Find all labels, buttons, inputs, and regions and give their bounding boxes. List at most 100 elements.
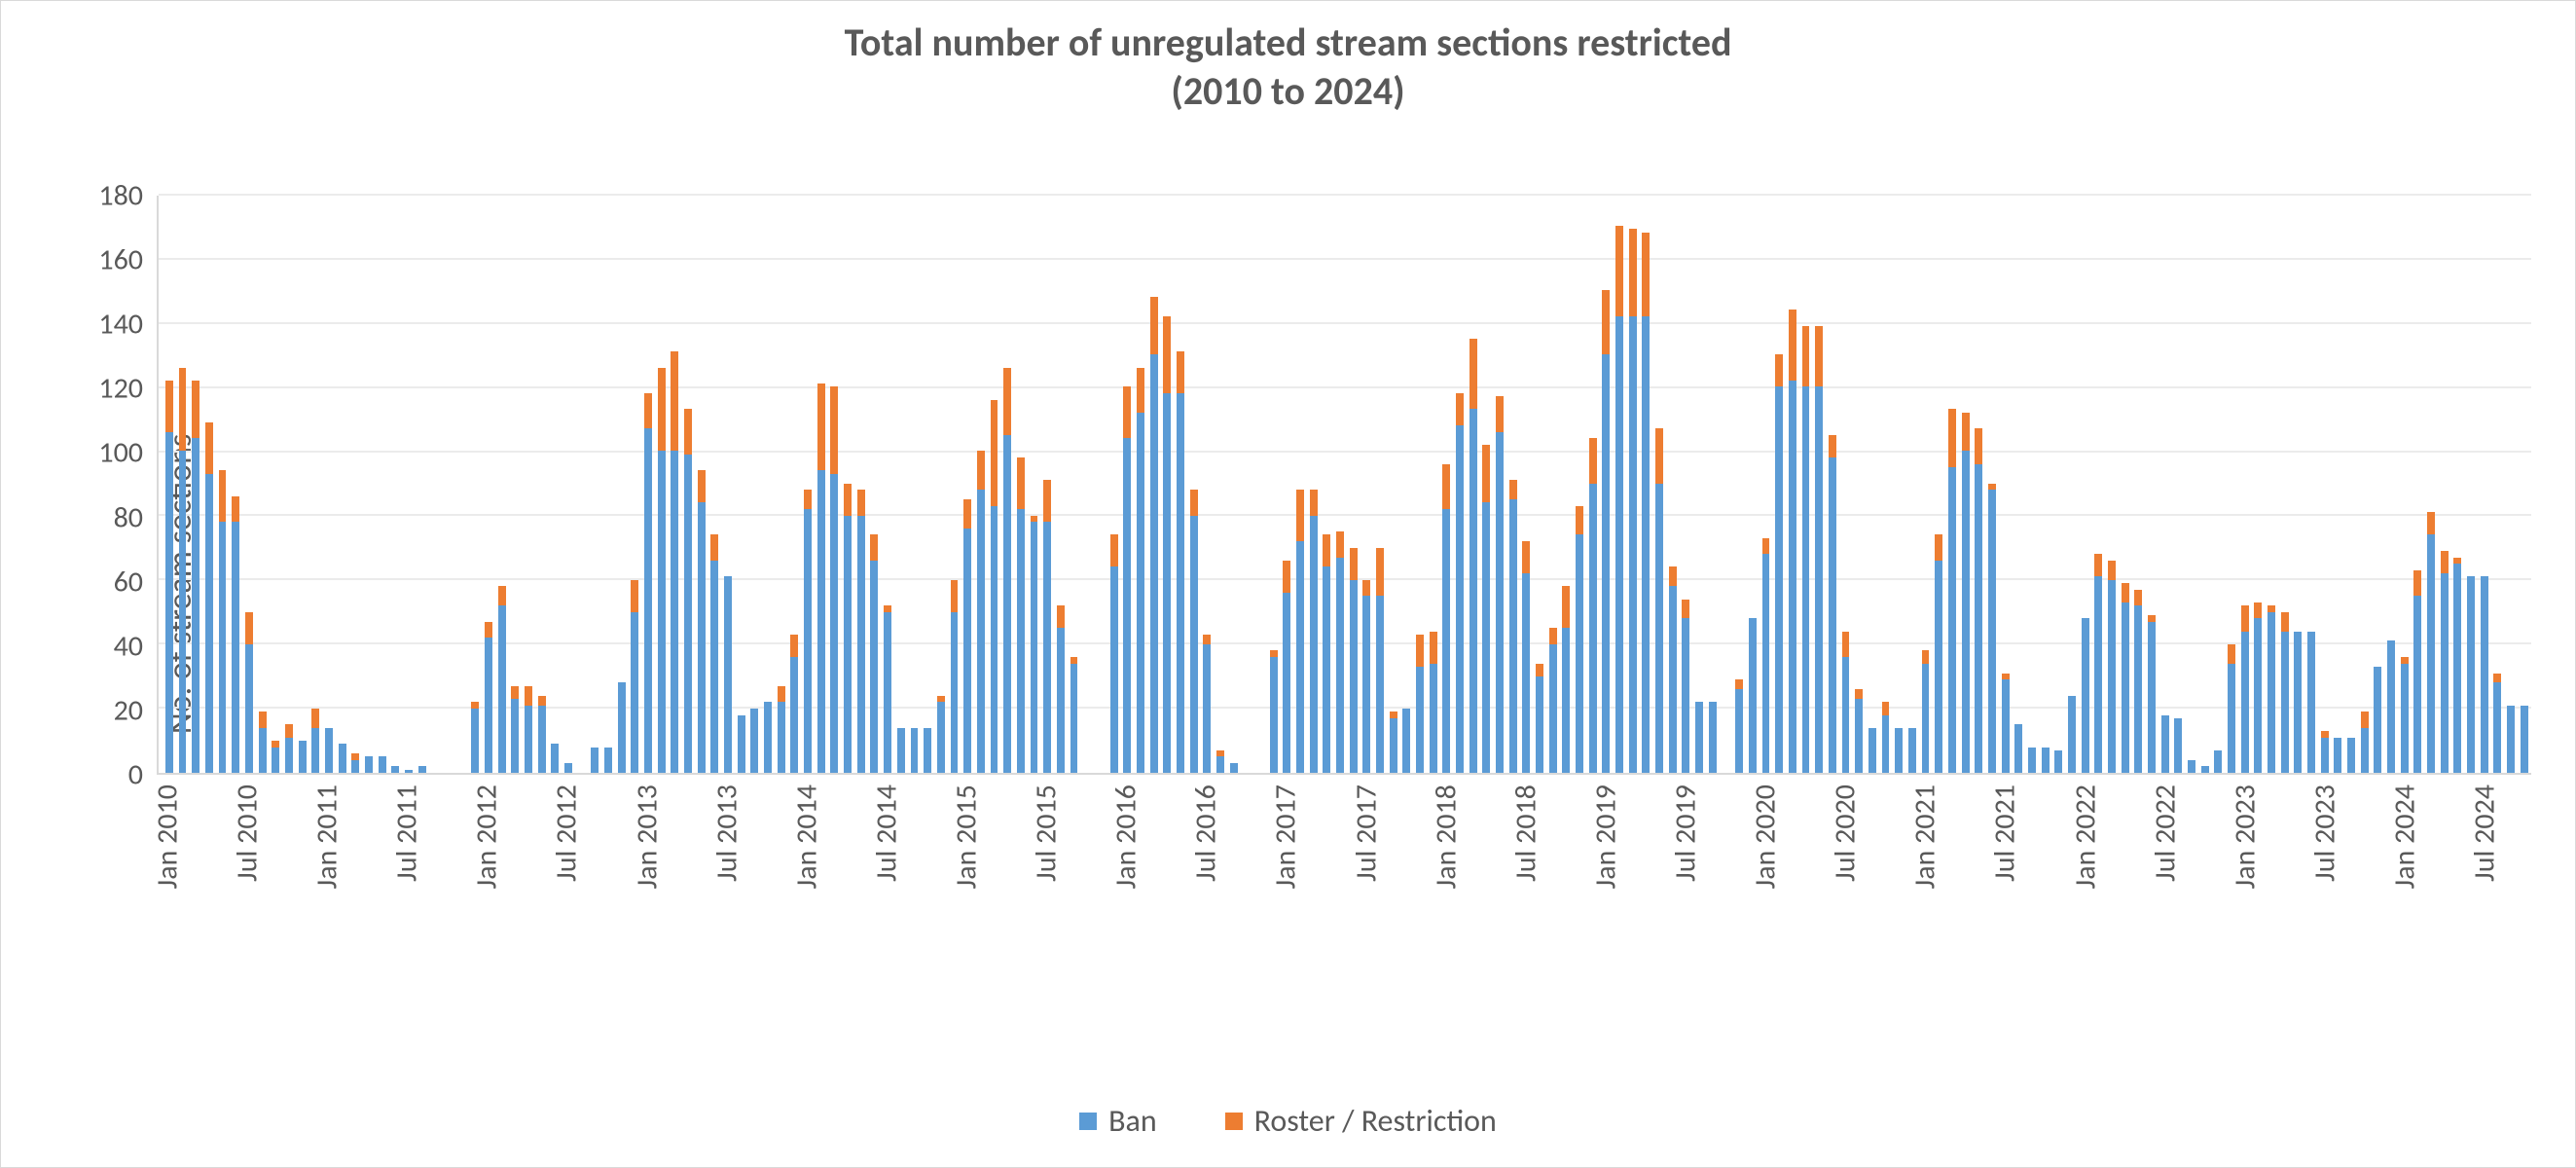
bar-segment-ban xyxy=(1482,502,1490,773)
bar-segment-ban xyxy=(1908,728,1916,773)
bar xyxy=(2387,640,2395,773)
y-tick-label: 140 xyxy=(98,307,143,343)
bar-slot xyxy=(1068,196,1081,773)
x-tick-label: Jan 2012 xyxy=(469,785,505,889)
bar-segment-ban xyxy=(2401,664,2409,773)
x-tick-label: Jul 2010 xyxy=(229,785,265,882)
bar-segment-roster xyxy=(1416,635,1424,667)
bar xyxy=(1709,702,1717,773)
bar-slot xyxy=(1000,196,1014,773)
bar-slot xyxy=(1533,196,1546,773)
bar-segment-ban xyxy=(1270,657,1278,773)
bar xyxy=(2254,602,2262,773)
bar-segment-ban xyxy=(2082,618,2089,773)
y-tick-label: 160 xyxy=(98,242,143,278)
bar xyxy=(2122,583,2129,773)
bar xyxy=(1469,339,1477,773)
bar-segment-ban xyxy=(698,502,706,773)
bar xyxy=(2134,590,2142,773)
bar-segment-ban xyxy=(2054,750,2062,773)
bar xyxy=(538,696,546,773)
bar-segment-roster xyxy=(977,451,985,490)
x-tick-label: Jul 2021 xyxy=(1987,785,2023,882)
bar xyxy=(2188,760,2195,773)
bar-segment-roster xyxy=(2361,712,2369,728)
bar-segment-ban xyxy=(1775,386,1783,773)
bar-slot xyxy=(1680,196,1693,773)
bar-segment-roster xyxy=(351,753,359,760)
bar xyxy=(1163,316,1171,773)
bar-segment-ban xyxy=(1031,522,1038,773)
bar-slot xyxy=(1812,196,1826,773)
bar-slot xyxy=(508,196,522,773)
bar-segment-roster xyxy=(1815,326,1823,387)
bar-segment-roster xyxy=(219,470,227,522)
bar-segment-ban xyxy=(897,728,905,773)
bar-segment-ban xyxy=(1829,457,1836,773)
bar xyxy=(631,580,638,773)
bar xyxy=(1190,490,1198,773)
bar-slot xyxy=(629,196,642,773)
bar-slot xyxy=(376,196,389,773)
bar-segment-ban xyxy=(1615,316,1623,773)
bar xyxy=(710,534,718,773)
bar-slot xyxy=(1666,196,1680,773)
bar xyxy=(1735,679,1743,773)
bar-slot xyxy=(721,196,735,773)
bar-slot xyxy=(854,196,868,773)
bar-segment-ban xyxy=(339,744,346,773)
bar xyxy=(1669,566,1677,773)
bar-slot xyxy=(1467,196,1480,773)
bar-slot xyxy=(2105,196,2119,773)
bar-segment-roster xyxy=(1975,428,1982,463)
bar-slot xyxy=(655,196,669,773)
bar-slot xyxy=(934,196,948,773)
bar-segment-roster xyxy=(1177,351,1184,393)
bar-segment-ban xyxy=(1043,522,1051,773)
bar-slot xyxy=(1760,196,1773,773)
bar-segment-roster xyxy=(1562,586,1570,628)
bar-slot xyxy=(2491,196,2505,773)
bar xyxy=(817,383,825,773)
bar xyxy=(951,580,959,773)
bar-slot xyxy=(1932,196,1945,773)
bar-slot xyxy=(242,196,256,773)
bar xyxy=(365,756,373,773)
bar xyxy=(1629,229,1637,773)
bar-segment-roster xyxy=(1031,516,1038,523)
bar xyxy=(2441,551,2449,773)
bar-segment-ban xyxy=(2413,596,2421,773)
bar-slot xyxy=(1520,196,1534,773)
bar-slot xyxy=(216,196,230,773)
bar-segment-ban xyxy=(591,748,599,773)
bar-segment-ban xyxy=(2521,706,2528,773)
bar xyxy=(245,612,253,773)
bar-segment-roster xyxy=(1829,435,1836,457)
y-tick-label: 80 xyxy=(114,499,143,535)
bar-slot xyxy=(695,196,708,773)
bar xyxy=(2374,667,2381,773)
bar-segment-roster xyxy=(1043,480,1051,522)
bar-segment-ban xyxy=(2241,632,2249,773)
bar-segment-ban xyxy=(1695,702,1703,773)
bar-slot xyxy=(1399,196,1413,773)
bar-slot xyxy=(735,196,748,773)
bar-segment-roster xyxy=(671,351,678,451)
bar-segment-ban xyxy=(485,638,492,773)
bar-segment-ban xyxy=(1190,516,1198,773)
bar-segment-ban xyxy=(299,741,307,773)
bar xyxy=(844,484,852,773)
bar-segment-ban xyxy=(259,728,267,773)
bar xyxy=(551,744,559,773)
bar-segment-ban xyxy=(351,760,359,773)
bar-segment-roster xyxy=(1390,712,1397,718)
bar xyxy=(2294,632,2302,773)
bar xyxy=(2321,731,2329,773)
bar-segment-ban xyxy=(2361,728,2369,773)
bar-slot xyxy=(1107,196,1121,773)
bar-segment-roster xyxy=(272,741,279,748)
bar-slot xyxy=(442,196,455,773)
bar-segment-roster xyxy=(1855,689,1863,699)
bar-segment-roster xyxy=(1362,580,1370,597)
bar-segment-ban xyxy=(1177,393,1184,773)
